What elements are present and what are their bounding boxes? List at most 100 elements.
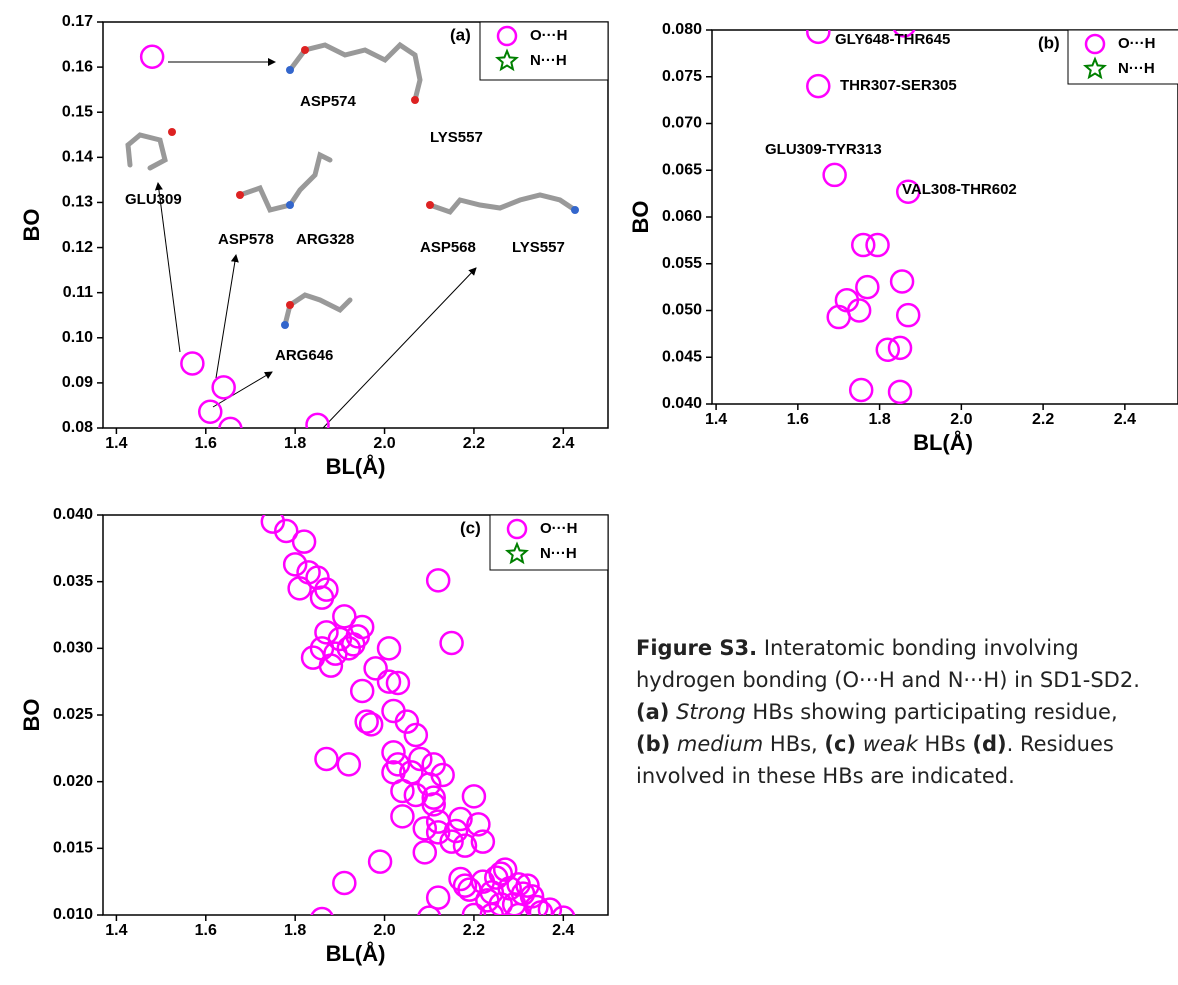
point xyxy=(378,637,400,659)
point xyxy=(897,304,919,326)
plot-frame xyxy=(103,22,608,428)
annotation: ASP578 xyxy=(218,231,274,248)
point xyxy=(427,887,449,909)
point xyxy=(850,379,872,401)
point xyxy=(369,851,391,873)
molecule-sketches xyxy=(128,45,575,325)
y-tick-label: 0.17 xyxy=(62,13,93,30)
figure: 1.41.61.82.02.22.40.080.090.100.110.120.… xyxy=(0,0,1178,985)
caption-run: weak xyxy=(863,732,918,756)
point xyxy=(414,841,436,863)
molecule xyxy=(240,155,330,210)
y-tick-label: 0.16 xyxy=(62,58,93,75)
annotation: GLU309-TYR313 xyxy=(765,141,882,158)
atom xyxy=(426,201,434,209)
point xyxy=(418,907,440,929)
annotation: GLY648-THR645 xyxy=(835,31,950,48)
y-tick-label: 0.08 xyxy=(62,419,93,436)
caption-run xyxy=(670,732,677,756)
point xyxy=(311,908,333,930)
atom xyxy=(236,191,244,199)
x-tick-label: 2.0 xyxy=(950,411,972,428)
y-tick-label: 0.09 xyxy=(62,374,93,391)
caption-run: Strong xyxy=(676,700,746,724)
y-tick-label: 0.055 xyxy=(662,255,702,272)
point xyxy=(181,352,203,374)
point xyxy=(828,306,850,328)
caption-run: (d) xyxy=(972,732,1006,756)
point xyxy=(351,680,373,702)
point xyxy=(463,785,485,807)
atom xyxy=(411,96,419,104)
x-tick-label: 2.2 xyxy=(463,435,485,452)
y-tick-label: 0.065 xyxy=(662,161,702,178)
point xyxy=(856,276,878,298)
caption: Figure S3. Interatomic bonding involving… xyxy=(636,632,1156,792)
panel-label: (a) xyxy=(450,25,471,44)
atom xyxy=(281,321,289,329)
caption-run: (a) xyxy=(636,700,669,724)
y-tick-label: 0.14 xyxy=(62,149,93,166)
y-tick-label: 0.035 xyxy=(53,573,93,590)
annotation: GLU309 xyxy=(125,191,182,208)
y-tick-label: 0.060 xyxy=(662,208,702,225)
x-tick-label: 1.6 xyxy=(787,411,809,428)
x-tick-label: 2.0 xyxy=(373,435,395,452)
caption-run: HBs showing participating residue, xyxy=(746,700,1118,724)
y-axis-title: BO xyxy=(628,201,653,234)
annotation: LYS557 xyxy=(512,239,565,256)
y-tick-label: 0.10 xyxy=(62,329,93,346)
y-tick-label: 0.025 xyxy=(53,706,93,723)
point xyxy=(315,748,337,770)
legend-label: N···H xyxy=(1118,60,1155,77)
legend-label: N···H xyxy=(530,52,567,69)
y-tick-label: 0.12 xyxy=(62,239,93,256)
point xyxy=(320,655,342,677)
y-tick-label: 0.075 xyxy=(662,68,702,85)
x-tick-label: 1.8 xyxy=(284,435,306,452)
molecule xyxy=(290,45,420,100)
x-tick-label: 1.6 xyxy=(195,435,217,452)
x-axis-title: BL(Å) xyxy=(326,453,386,479)
point xyxy=(141,46,163,68)
x-axis-title: BL(Å) xyxy=(326,940,386,966)
y-tick-label: 0.020 xyxy=(53,773,93,790)
legend-label: O···H xyxy=(1118,35,1156,52)
legend-label: O···H xyxy=(540,520,578,537)
arrow xyxy=(323,268,476,428)
y-tick-label: 0.015 xyxy=(53,840,93,857)
caption-run: HBs, xyxy=(763,732,824,756)
x-tick-label: 2.2 xyxy=(1032,411,1054,428)
atom xyxy=(286,201,294,209)
point xyxy=(315,621,337,643)
annotation: VAL308-THR602 xyxy=(902,181,1017,198)
point xyxy=(824,164,846,186)
x-tick-label: 1.8 xyxy=(284,922,306,939)
x-tick-label: 1.4 xyxy=(105,435,127,452)
point xyxy=(293,531,315,553)
point xyxy=(889,381,911,403)
atom xyxy=(286,66,294,74)
point xyxy=(338,753,360,775)
x-tick-label: 1.4 xyxy=(705,411,727,428)
point xyxy=(213,376,235,398)
y-tick-label: 0.045 xyxy=(662,348,702,365)
annotation: ARG328 xyxy=(296,231,354,248)
y-axis-title: BO xyxy=(19,699,44,732)
y-tick-label: 0.030 xyxy=(53,640,93,657)
atoms xyxy=(168,46,579,329)
atom xyxy=(168,128,176,136)
x-tick-label: 2.4 xyxy=(1114,411,1136,428)
y-tick-label: 0.15 xyxy=(62,103,93,120)
y-tick-label: 0.040 xyxy=(53,506,93,523)
y-tick-label: 0.080 xyxy=(662,21,702,38)
caption-run xyxy=(856,732,863,756)
y-tick-label: 0.13 xyxy=(62,194,93,211)
point xyxy=(199,401,221,423)
arrow xyxy=(216,255,236,378)
annotation: ASP568 xyxy=(420,239,476,256)
point xyxy=(867,234,889,256)
x-tick-label: 1.6 xyxy=(195,922,217,939)
point xyxy=(333,872,355,894)
